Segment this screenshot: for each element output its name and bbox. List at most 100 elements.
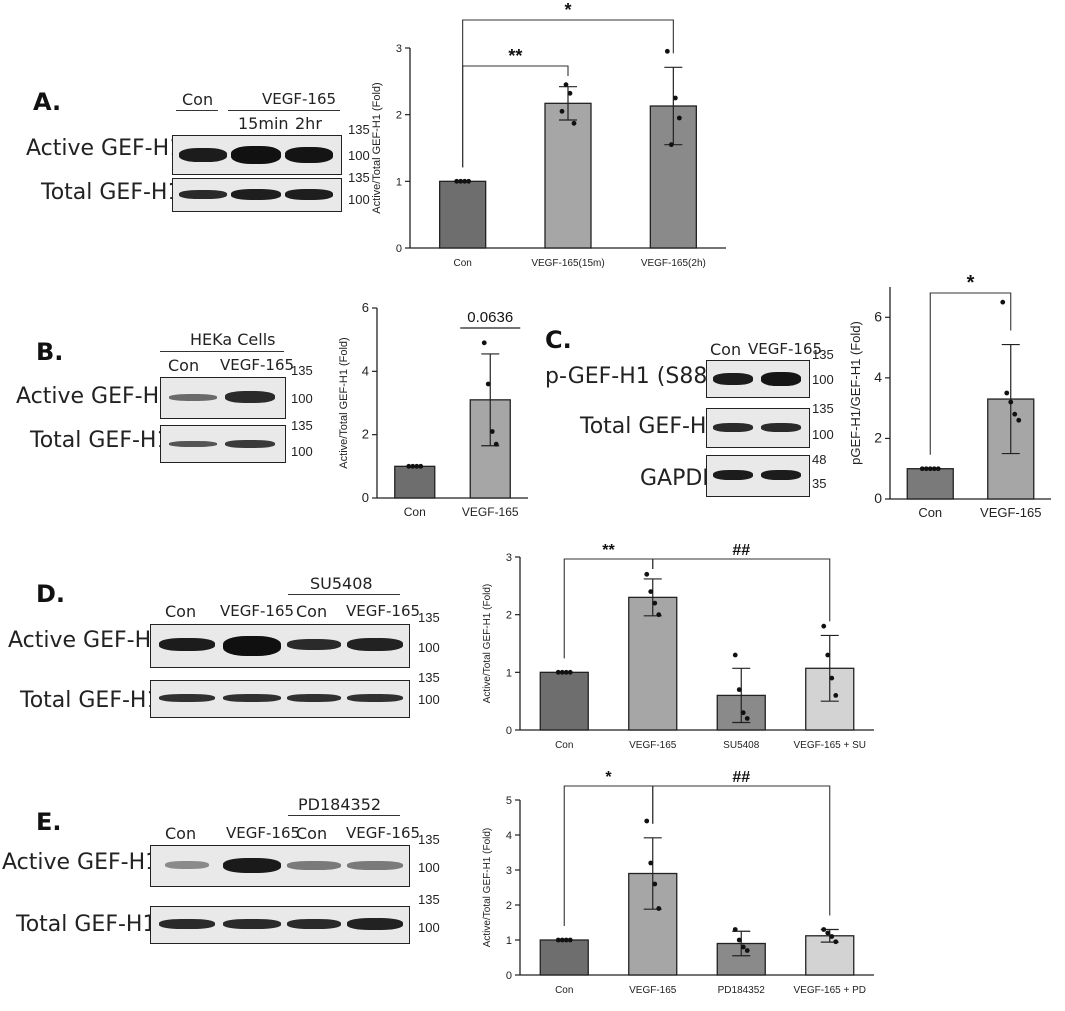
mw-label: 100 — [348, 192, 370, 207]
category-label: VEGF-165 — [980, 505, 1041, 520]
panel-b-header-line — [160, 351, 284, 352]
panel-a-blot-active — [172, 135, 342, 175]
data-point — [458, 178, 464, 184]
band — [761, 470, 801, 480]
y-tick-label: 1 — [506, 935, 512, 947]
data-point — [414, 463, 420, 469]
y-tick-label: 3 — [506, 552, 512, 564]
data-point — [563, 669, 569, 675]
panel-d-blot-total — [150, 680, 410, 718]
band — [223, 636, 281, 656]
panel-e-header-line — [288, 815, 400, 816]
data-point — [829, 675, 835, 681]
panel-b-lane-vegf: VEGF-165 — [220, 356, 295, 374]
panel-a-row-total: Total GEF-H1 — [41, 180, 182, 205]
category-label: Con — [555, 740, 573, 751]
panel-b-lane-con: Con — [168, 356, 200, 375]
y-tick-label: 3 — [396, 43, 402, 55]
data-point — [406, 463, 412, 469]
category-label: VEGF-165(15m) — [531, 258, 604, 269]
y-axis-label: pGEF-H1/GEF-H1 (Fold) — [848, 321, 863, 465]
significance-label: ** — [508, 46, 522, 66]
band — [347, 694, 403, 702]
chartC-svg: 0 2 4 6 pGEF-H1/GEF-H1 (Fold) Con VEGF-165 * — [848, 272, 1051, 520]
data-point — [1016, 417, 1022, 423]
data-point — [919, 466, 925, 472]
chart-d: 0 1 2 3 Active/Total GEF-H1 (Fold) Con VEGF-16… — [468, 535, 888, 760]
mw-label: 100 — [348, 148, 370, 163]
band — [287, 919, 341, 929]
panel-c-blot-pgef — [706, 360, 810, 398]
data-point — [656, 612, 662, 618]
data-point — [644, 571, 650, 577]
data-point — [489, 429, 495, 434]
data-point — [571, 120, 577, 126]
significance-label: * — [605, 769, 612, 786]
data-point — [732, 652, 738, 658]
panel-a-row-active: Active GEF-H1 — [26, 136, 184, 161]
mw-label: 135 — [418, 832, 440, 847]
chart-b: 0 2 4 6 Active/Total GEF-H1 (Fold) Con VEGF-16… — [325, 290, 540, 530]
mw-label: 135 — [812, 401, 834, 416]
data-point — [648, 860, 654, 866]
bar — [539, 939, 589, 976]
bar — [439, 180, 487, 249]
data-point — [648, 589, 654, 594]
panel-d-header-line — [288, 594, 400, 595]
band — [285, 147, 333, 163]
panel-a-vegf-line — [228, 110, 340, 111]
y-tick-label: 4 — [874, 369, 882, 385]
panel-d-blot-active — [150, 624, 410, 668]
band — [223, 919, 281, 929]
panel-a-blot-total — [172, 178, 342, 212]
data-point — [410, 463, 416, 469]
significance-label: * — [967, 272, 975, 294]
band — [223, 858, 281, 873]
panel-e-letter: E. — [36, 808, 62, 836]
category-label: SU5408 — [723, 740, 760, 751]
data-point — [744, 716, 750, 721]
data-point — [923, 466, 929, 472]
data-point — [744, 948, 750, 953]
panel-c-row-pgef: p-GEF-H1 (S886) — [545, 364, 730, 389]
category-label: VEGF-165 — [629, 740, 677, 751]
y-tick-label: 5 — [506, 795, 512, 807]
data-point — [732, 927, 738, 932]
band — [179, 190, 227, 199]
data-point — [485, 381, 491, 387]
data-point — [1000, 299, 1006, 305]
panel-a-header-con: Con — [182, 90, 214, 109]
y-tick-label: 0 — [506, 970, 512, 982]
chart-a: 0 1 2 3 Active/Total GEF-H1 (Fold) Con VEGF-16… — [360, 0, 740, 290]
y-tick-label: 0 — [506, 725, 512, 737]
significance-bracket — [652, 558, 831, 622]
data-point — [736, 687, 742, 693]
data-point — [833, 939, 839, 945]
panel-d-header-inh: SU5408 — [310, 574, 373, 593]
panel-d-lane: Con — [165, 602, 197, 621]
band — [223, 694, 281, 702]
data-point — [555, 937, 561, 943]
mw-label: 100 — [812, 372, 834, 387]
y-tick-label: 2 — [396, 110, 402, 122]
panel-c-blot-total — [706, 408, 810, 448]
panel-d-lane: VEGF-165 — [220, 602, 295, 620]
category-label: VEGF-165 + SU — [793, 740, 866, 751]
chartA-svg: 0 1 2 3 Active/Total GEF-H1 (Fold) Con VEGF-16… — [371, 0, 726, 269]
y-tick-label: 4 — [506, 830, 512, 842]
significance-bracket — [929, 292, 1012, 455]
category-label: Con — [453, 258, 471, 269]
significance-label: ## — [732, 542, 750, 559]
category-label: Con — [555, 985, 573, 996]
bar — [394, 465, 436, 499]
mw-label: 135 — [812, 347, 834, 362]
data-point — [825, 930, 831, 936]
data-point — [1004, 390, 1010, 396]
panel-e-lane: Con — [296, 824, 328, 843]
panel-d-row-total: Total GEF-H1 — [20, 688, 161, 713]
data-point — [567, 669, 573, 675]
data-point — [652, 881, 658, 887]
data-point — [825, 652, 831, 658]
chartB-svg: 0 2 4 6 Active/Total GEF-H1 (Fold) Con VEGF-16… — [338, 300, 528, 519]
y-tick-label: 0 — [362, 490, 369, 505]
